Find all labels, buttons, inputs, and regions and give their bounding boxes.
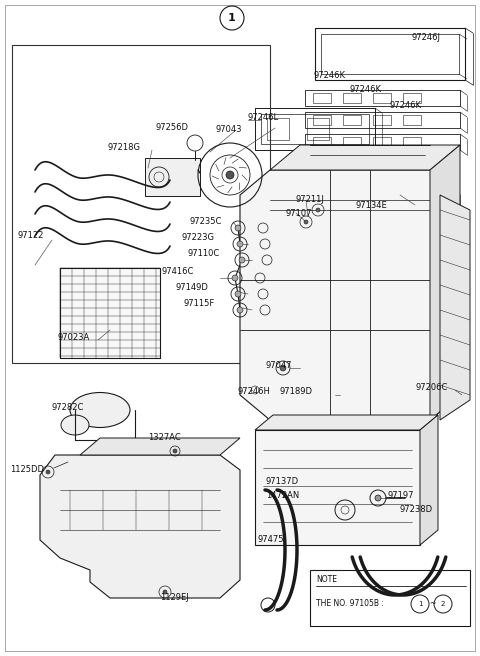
Text: 97023A: 97023A bbox=[58, 333, 90, 342]
Text: 1327AC: 1327AC bbox=[148, 432, 181, 441]
Text: 97246K: 97246K bbox=[313, 70, 345, 79]
Circle shape bbox=[46, 470, 50, 474]
Bar bbox=[267, 118, 289, 140]
Circle shape bbox=[375, 495, 381, 501]
Text: 97416C: 97416C bbox=[162, 268, 194, 276]
Bar bbox=[12, 45, 270, 363]
Text: 97246K: 97246K bbox=[350, 85, 382, 94]
Bar bbox=[305, 112, 460, 128]
Circle shape bbox=[173, 449, 177, 453]
Ellipse shape bbox=[70, 392, 130, 428]
Text: 97149D: 97149D bbox=[175, 283, 208, 293]
Bar bbox=[315, 28, 465, 80]
Circle shape bbox=[235, 225, 241, 231]
Text: 1: 1 bbox=[228, 13, 236, 23]
Polygon shape bbox=[255, 415, 438, 430]
Circle shape bbox=[239, 257, 245, 263]
Text: 97122: 97122 bbox=[18, 230, 44, 239]
Text: 97282C: 97282C bbox=[52, 403, 84, 413]
Circle shape bbox=[280, 365, 286, 371]
Text: 97107: 97107 bbox=[286, 209, 312, 218]
Circle shape bbox=[237, 307, 243, 313]
Polygon shape bbox=[270, 145, 460, 170]
Bar bbox=[313, 137, 331, 147]
Bar bbox=[60, 268, 160, 358]
Bar bbox=[261, 114, 369, 144]
Circle shape bbox=[226, 171, 234, 179]
Bar bbox=[310, 570, 470, 626]
Bar bbox=[145, 158, 200, 196]
Bar bbox=[305, 134, 460, 150]
Bar bbox=[305, 90, 460, 106]
Bar bbox=[403, 93, 421, 103]
Text: 97137D: 97137D bbox=[266, 478, 299, 487]
Bar bbox=[403, 115, 421, 125]
Circle shape bbox=[316, 208, 320, 212]
Text: 97238D: 97238D bbox=[400, 506, 433, 514]
Text: 97206C: 97206C bbox=[415, 384, 447, 392]
Text: 1472AN: 1472AN bbox=[266, 491, 299, 501]
Bar bbox=[373, 137, 391, 147]
Circle shape bbox=[304, 220, 308, 224]
Bar bbox=[373, 93, 391, 103]
Text: 97246J: 97246J bbox=[412, 33, 441, 43]
Bar bbox=[60, 268, 160, 358]
Text: 97256D: 97256D bbox=[155, 123, 188, 133]
Bar bbox=[313, 93, 331, 103]
Text: 1: 1 bbox=[418, 601, 422, 607]
Bar bbox=[307, 118, 329, 140]
Polygon shape bbox=[80, 438, 240, 455]
Bar bbox=[373, 115, 391, 125]
Circle shape bbox=[163, 590, 167, 594]
Polygon shape bbox=[420, 415, 438, 545]
Bar bbox=[255, 430, 420, 545]
Circle shape bbox=[235, 291, 241, 297]
Polygon shape bbox=[440, 195, 470, 420]
Bar bbox=[403, 137, 421, 147]
Text: 97235C: 97235C bbox=[190, 218, 222, 226]
Ellipse shape bbox=[61, 415, 89, 435]
Text: 97115F: 97115F bbox=[183, 300, 214, 308]
Text: 97223G: 97223G bbox=[182, 234, 215, 243]
Circle shape bbox=[232, 275, 238, 281]
Bar bbox=[321, 34, 459, 74]
Text: ~: ~ bbox=[429, 600, 435, 609]
Text: 97197: 97197 bbox=[388, 491, 415, 499]
Text: 97246L: 97246L bbox=[248, 113, 279, 123]
Text: 97189D: 97189D bbox=[279, 388, 312, 396]
Text: 97047: 97047 bbox=[265, 361, 291, 369]
Text: 97475: 97475 bbox=[258, 535, 285, 544]
Bar bbox=[255, 108, 375, 150]
Bar bbox=[343, 93, 361, 103]
Text: 97211J: 97211J bbox=[296, 195, 325, 205]
Circle shape bbox=[237, 241, 243, 247]
Text: 97110C: 97110C bbox=[188, 249, 220, 258]
Polygon shape bbox=[430, 145, 460, 420]
Bar bbox=[313, 115, 331, 125]
Text: 97043: 97043 bbox=[215, 125, 241, 134]
Polygon shape bbox=[40, 455, 240, 598]
Bar bbox=[343, 115, 361, 125]
Text: 2: 2 bbox=[441, 601, 445, 607]
Text: 1129EJ: 1129EJ bbox=[160, 594, 189, 602]
Text: THE NO. 97105B :: THE NO. 97105B : bbox=[316, 600, 386, 609]
Text: 97134E: 97134E bbox=[355, 201, 387, 209]
Text: 1125DD: 1125DD bbox=[10, 466, 44, 474]
Text: NOTE: NOTE bbox=[316, 575, 337, 584]
Bar bbox=[343, 137, 361, 147]
Bar bbox=[248, 383, 262, 397]
Text: 97246H: 97246H bbox=[238, 388, 271, 396]
Text: 97246K: 97246K bbox=[390, 100, 422, 110]
Polygon shape bbox=[240, 170, 460, 420]
Text: 97218G: 97218G bbox=[108, 144, 141, 152]
